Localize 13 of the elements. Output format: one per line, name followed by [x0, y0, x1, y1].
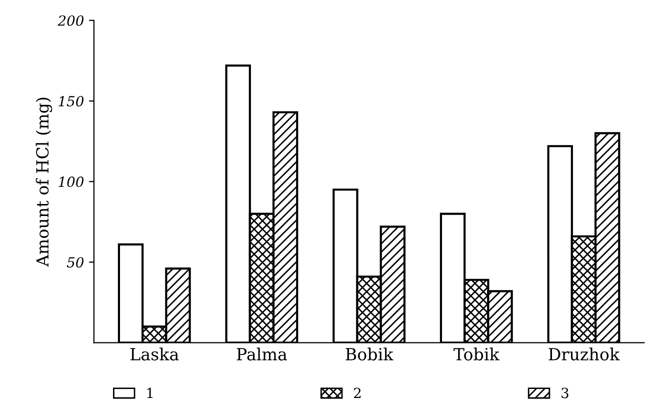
legend-label: 1: [147, 388, 153, 398]
y-tick-label: 150: [58, 96, 84, 106]
y-tick-label: 50: [66, 257, 84, 268]
x-tick-label: Bobik: [346, 348, 394, 360]
y-axis-title: Amount of HCl (mg): [36, 98, 52, 267]
y-tick-label: 100: [58, 176, 84, 188]
y-tick-label: 200: [58, 15, 84, 26]
x-tick-label: Palma: [236, 348, 287, 360]
legend-label: 3: [562, 388, 568, 398]
legend-label: 2: [354, 388, 361, 398]
x-tick-label: Tobik: [454, 348, 500, 360]
x-tick-label: Druzhok: [548, 348, 620, 360]
x-tick-label: Laska: [130, 348, 179, 360]
